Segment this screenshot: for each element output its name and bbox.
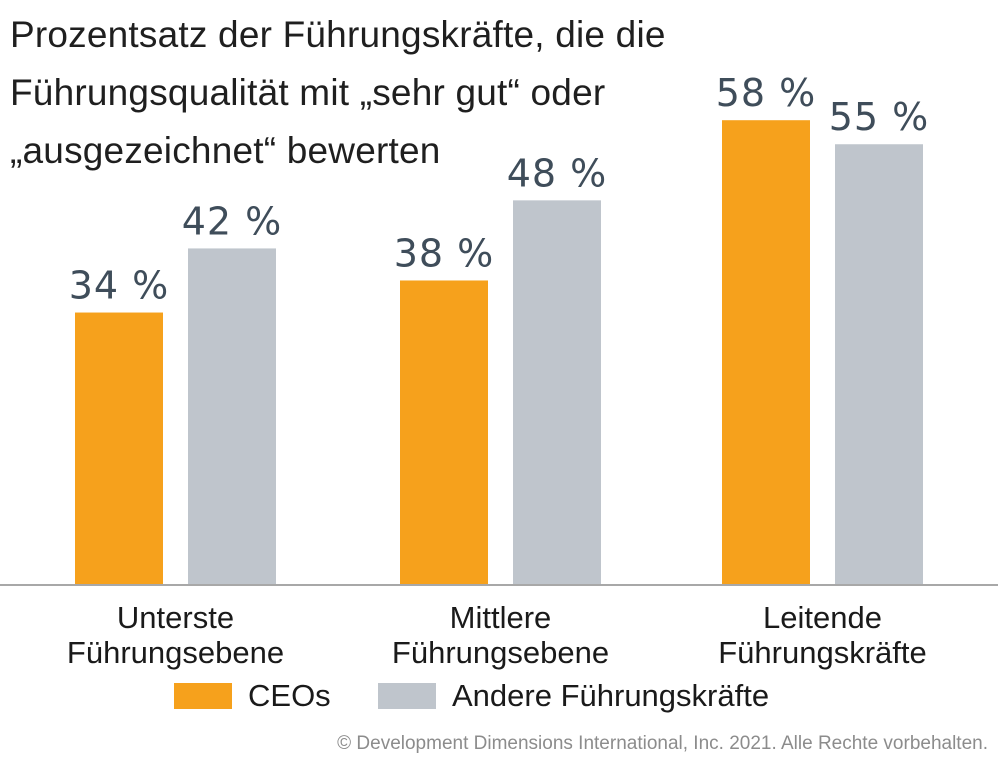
data-label-ceos-2: 58 % <box>716 71 817 115</box>
chart-legend: CEOs Andere Führungskräfte <box>0 678 1000 718</box>
bar-others-2 <box>835 144 923 585</box>
bar-ceos-1 <box>400 280 488 585</box>
category-label-2-line-0: Leitende <box>763 600 882 635</box>
data-label-others-2: 55 % <box>829 95 930 139</box>
legend-swatch-others <box>378 683 436 709</box>
legend-swatch-ceos <box>174 683 232 709</box>
data-label-ceos-0: 34 % <box>69 264 170 308</box>
category-label-0-line-0: Unterste <box>117 600 234 635</box>
data-label-ceos-1: 38 % <box>394 231 495 275</box>
legend-label-others: Andere Führungskräfte <box>452 678 770 713</box>
legend-item-others: Andere Führungskräfte <box>378 678 769 714</box>
category-label-2-line-1: Führungskräfte <box>718 635 927 670</box>
legend-item-ceos: CEOs <box>174 678 331 714</box>
bar-others-0 <box>188 248 276 585</box>
data-label-others-0: 42 % <box>182 199 283 243</box>
category-label-0-line-1: Führungsebene <box>67 635 284 670</box>
category-label-1-line-1: Führungsebene <box>392 635 609 670</box>
bar-ceos-0 <box>75 312 163 585</box>
category-label-1-line-0: Mittlere <box>450 600 552 635</box>
copyright-notice: © Development Dimensions International, … <box>337 733 988 754</box>
legend-label-ceos: CEOs <box>248 678 331 713</box>
bar-ceos-2 <box>722 120 810 586</box>
chart-title: Prozentsatz der Führungskräfte, die die … <box>10 14 666 171</box>
bar-others-1 <box>513 200 601 585</box>
data-label-others-1: 48 % <box>507 151 608 195</box>
